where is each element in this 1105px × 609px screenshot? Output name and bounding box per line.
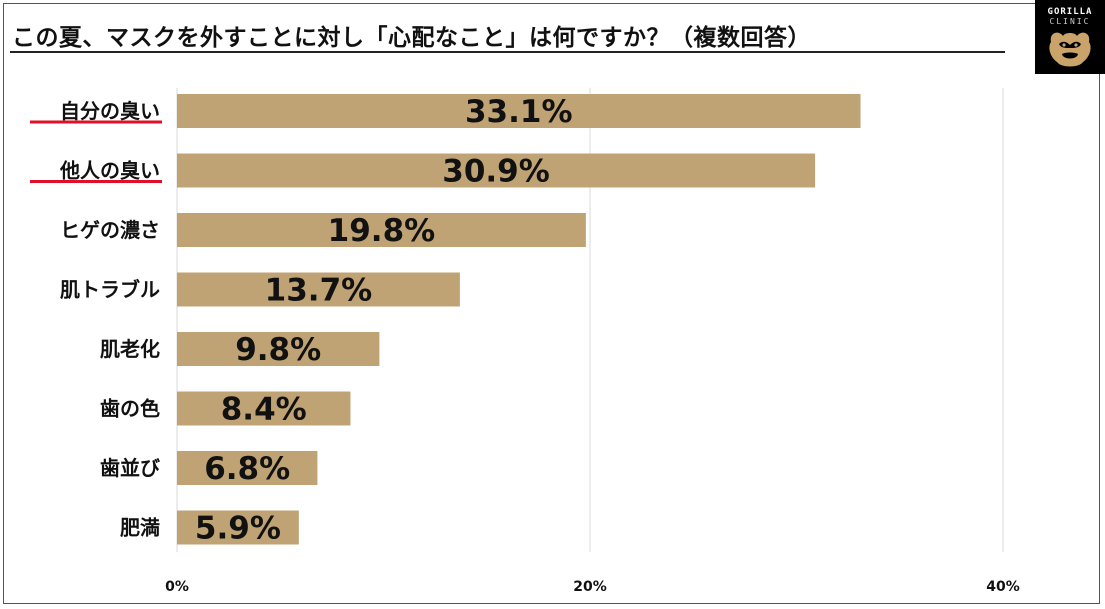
value-label: 33.1%	[465, 94, 573, 130]
category-label: 歯の色	[100, 397, 160, 421]
chart-frame	[3, 3, 1100, 604]
chart-title: この夏、マスクを外すことに対し「心配なこと」は何ですか？（複数回答）	[12, 25, 811, 51]
category-label: 肌トラブル	[60, 278, 160, 302]
bar	[177, 510, 299, 545]
bar	[177, 332, 380, 366]
value-label: 9.8%	[235, 332, 321, 368]
category-label: 肥満	[120, 516, 160, 540]
bar	[177, 94, 861, 128]
value-label: 6.8%	[204, 451, 290, 487]
category-label: 自分の臭い	[60, 99, 160, 123]
x-tick-label: 0%	[165, 579, 189, 595]
bar	[177, 272, 460, 307]
gorilla-clinic-logo: GORILLA CLINIC	[1035, 0, 1105, 74]
title-underline	[10, 51, 1005, 53]
logo-text-gorilla: GORILLA	[1047, 7, 1093, 17]
value-label: 13.7%	[265, 273, 373, 309]
bar	[177, 153, 816, 188]
value-label: 5.9%	[195, 511, 281, 547]
bar	[177, 213, 586, 247]
category-label: 他人の臭い	[59, 159, 160, 183]
category-label: 肌老化	[100, 337, 160, 361]
value-label: 30.9%	[442, 154, 550, 190]
x-tick-label: 20%	[573, 579, 607, 595]
gorilla-icon	[1049, 32, 1091, 67]
category-label: 歯並び	[100, 456, 161, 480]
bar	[177, 451, 318, 485]
value-label: 8.4%	[221, 392, 307, 428]
category-label: ヒゲの濃さ	[60, 218, 160, 242]
bar	[177, 391, 351, 426]
value-label: 19.8%	[328, 213, 436, 249]
logo-text-clinic: CLINIC	[1049, 17, 1091, 26]
x-tick-label: 40%	[986, 579, 1020, 595]
